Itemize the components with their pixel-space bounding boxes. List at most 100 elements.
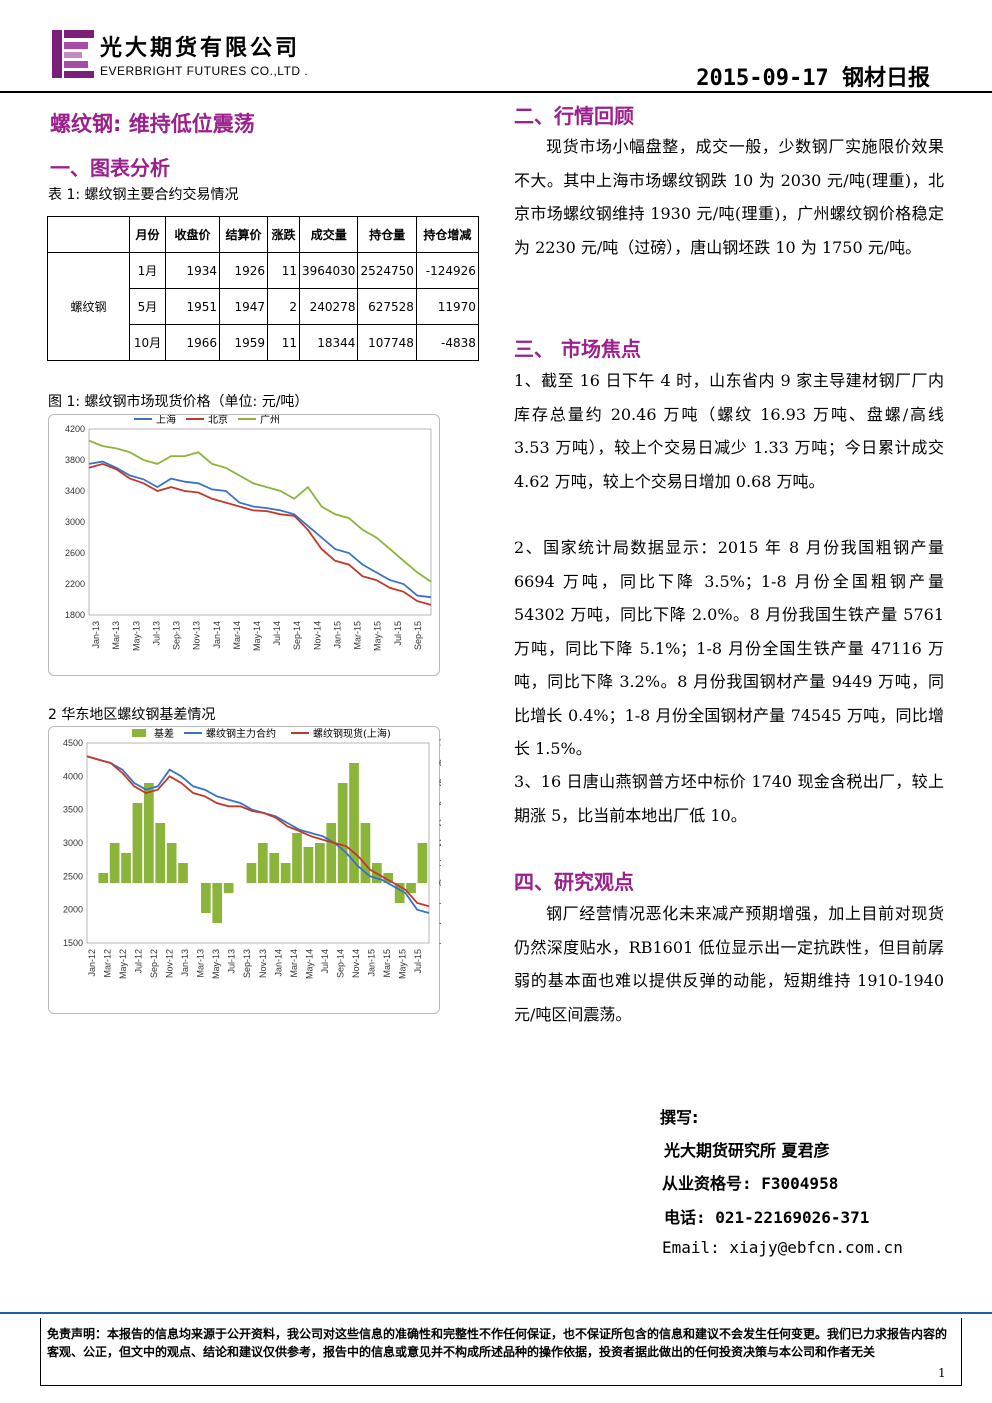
x-tick-label: Nov-13	[192, 621, 202, 650]
table-cell: 2524750	[357, 252, 417, 289]
y2-tick-label: -100	[439, 898, 441, 908]
figure1-caption: 图 1: 螺纹钢市场现货价格（单位: 元/吨）	[48, 394, 309, 410]
table-cell: 11970	[415, 288, 479, 325]
basis-bar	[280, 863, 291, 883]
y-tick-label: 3800	[65, 455, 85, 465]
y2-tick-label: 0	[439, 878, 441, 888]
table-row: 螺纹钢 1月 1934 1926 11 3964030 2524750 -124…	[47, 252, 479, 361]
x-tick-label: May-15	[373, 621, 383, 651]
y-tick-label: 3000	[63, 838, 83, 848]
series-line-2	[86, 755, 430, 908]
basis-bar	[292, 833, 302, 883]
x-tick-label: Mar-12	[102, 949, 112, 978]
author-cert: 从业资格号: F3004958	[662, 1174, 839, 1193]
section3-paragraph-1: 1、截至 16 日下午 4 时，山东省内 9 家主导建材钢厂厂内库存总量约 20…	[514, 371, 944, 491]
basis-bar	[201, 883, 211, 913]
section4-title: 四、研究观点	[514, 870, 634, 894]
x-tick-label: May-14	[304, 949, 314, 979]
x-tick-label: Mar-14	[289, 949, 299, 978]
table-header: 成交量	[298, 216, 359, 253]
table-cell: 5月	[129, 288, 166, 325]
table-header: 结算价	[219, 216, 268, 253]
disclaimer-text: 免责声明：本报告的信息均来源于公开资料，我公司对这些信息的准确性和完整性不作任何…	[47, 1327, 948, 1359]
table-cell: 1951	[165, 288, 220, 325]
table-header: 持仓量	[357, 216, 417, 253]
y-tick-label: 4200	[65, 424, 85, 434]
x-tick-label: May-14	[252, 621, 262, 651]
basis-bar	[166, 843, 177, 883]
x-tick-label: Jul-15	[393, 621, 403, 646]
y-tick-label: 3000	[65, 517, 85, 527]
basis-bar	[315, 843, 325, 883]
disclaimer-frame	[40, 1318, 962, 1386]
spot-price-chart: 1800 2200 2600 3000 3400 3800 4200 Jan-13 Mar-13…	[65, 413, 432, 651]
table-cell: 627528	[357, 288, 417, 325]
basis-bar	[337, 783, 348, 883]
section1-title: 一、图表分析	[50, 156, 170, 180]
legend-label: 广州	[260, 415, 280, 426]
contract-table: 月份 收盘价 结算价 涨跌 成交量 持仓量 持仓增减 螺纹钢 1月 1934 1…	[47, 216, 479, 361]
company-logo	[52, 30, 94, 78]
table-row: 5月 1951 1947 2 240278 627528 11970	[48, 288, 479, 325]
x-tick-label: Mar-13	[196, 949, 206, 978]
x-tick-label: May-15	[398, 949, 408, 979]
basis-bar	[121, 853, 131, 883]
table-header: 月份	[129, 216, 166, 253]
x-tick-label: Jan-13	[180, 949, 190, 977]
y2-tick-label: 100	[439, 858, 441, 868]
table-cell: 10月	[129, 324, 166, 361]
x-tick-label: Sep-13	[242, 949, 252, 978]
y-tick-label: 2500	[63, 871, 83, 881]
y-tick-label: 2000	[63, 905, 83, 915]
basis-bar	[394, 883, 405, 903]
x-tick-label: May-13	[211, 949, 221, 979]
series-line-1	[88, 462, 432, 606]
author-org: 光大期货研究所 夏君彦	[664, 1141, 830, 1160]
y-tick-label: 4500	[63, 738, 83, 748]
x-tick-label: Jan-14	[273, 949, 283, 977]
table-cell: 11	[267, 324, 300, 361]
basis-bar	[417, 843, 428, 883]
y-tick-label: 2200	[65, 579, 85, 589]
x-tick-label: Mar-15	[353, 621, 363, 650]
section3-title: 三、 市场焦点	[514, 337, 641, 361]
basis-bar	[132, 803, 143, 883]
author-email[interactable]: Email: xiajy@ebfcn.com.cn	[662, 1238, 903, 1257]
table-cell: 3964030	[298, 252, 359, 289]
basis-bar	[178, 863, 188, 883]
section2-title: 二、行情回顾	[514, 104, 634, 128]
section2-text: 现货市场小幅盘整，成交一般，少数钢厂实施限价效果不大。其中上海市场螺纹钢跌 10…	[514, 137, 944, 257]
table-cell: 2	[267, 288, 300, 325]
legend-label: 基差	[154, 727, 174, 740]
basis-bar	[269, 853, 280, 883]
basis-bar	[98, 873, 109, 883]
x-tick-label: Nov-12	[165, 949, 175, 978]
x-tick-label: Jan-13	[91, 621, 101, 649]
table-header-row: 月份 收盘价 结算价 涨跌 成交量 持仓量 持仓增减	[47, 216, 479, 253]
company-name-cn: 光大期货有限公司	[100, 36, 301, 61]
x-tick-label: Sep-14	[292, 621, 302, 650]
y-tick-label: 1800	[65, 610, 85, 620]
x-tick-label: Nov-14	[312, 621, 322, 650]
x-tick-label: Jul-14	[320, 949, 330, 974]
table-header: 收盘价	[165, 216, 220, 253]
table-cell: 18344	[298, 324, 359, 361]
table-cell: 1934	[165, 252, 220, 289]
table-cell: 1947	[219, 288, 268, 325]
y-tick-label: 3400	[65, 486, 85, 496]
basis-bar	[360, 823, 371, 883]
figure2-caption: 2 华东地区螺纹钢基差情况	[48, 707, 216, 723]
report-title: 2015-09-17 钢材日报	[696, 66, 930, 91]
company-name-en: EVERBRIGHT FUTURES CO.,LTD .	[100, 64, 309, 78]
y2-tick-label: 600	[439, 758, 441, 768]
legend-label: 北京	[208, 415, 228, 426]
plot-area	[88, 428, 432, 616]
x-tick-label: Nov-13	[258, 949, 268, 978]
x-tick-label: Jul-13	[227, 949, 237, 974]
section4-text: 钢厂经营情况恶化未来减产预期增强，加上目前对现货仍然深度贴水，RB1601 低位…	[514, 904, 944, 1024]
legend-swatch	[132, 729, 146, 737]
table-cell: -4838	[415, 324, 479, 361]
row-label: 螺纹钢	[47, 252, 130, 361]
y-tick-label: 1500	[63, 938, 83, 948]
main-title: 螺纹钢: 维持低位震荡	[50, 112, 255, 136]
